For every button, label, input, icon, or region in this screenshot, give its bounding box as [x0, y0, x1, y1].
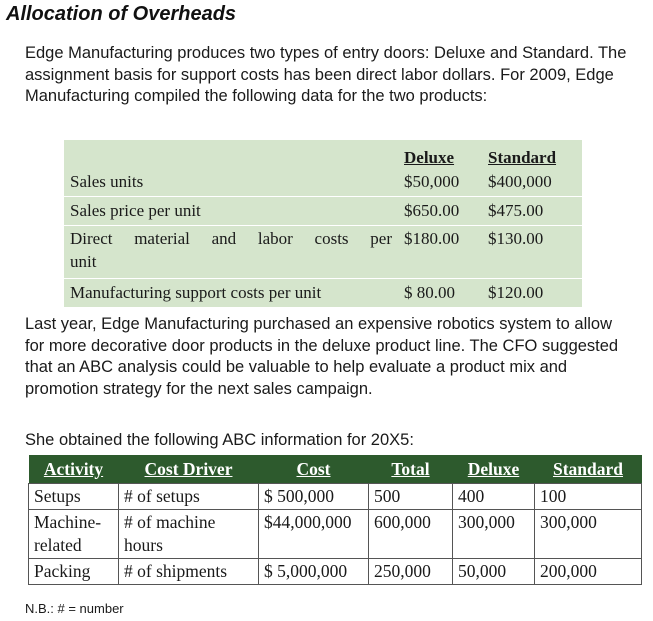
intro-paragraph: Edge Manufacturing produces two types of… [25, 44, 627, 105]
product-data-table: Deluxe Standard Sales units $50,000 $400… [64, 140, 582, 307]
row-label: Direct material and labor costs per [70, 229, 392, 248]
cost-cell: $ 5,000,000 [258, 558, 369, 585]
cost-cell: $44,000,000 [258, 509, 369, 559]
table-row: Machine- related # of machine hours $44,… [28, 509, 642, 559]
header-cost: Cost [258, 455, 369, 484]
driver-cell: # of machine hours [118, 509, 259, 559]
activity-cell: Setups [28, 483, 119, 510]
header-deluxe: Deluxe [404, 148, 455, 167]
activity-cell: Machine- related [28, 509, 119, 559]
table-row: Setups # of setups $ 500,000 500 400 100 [28, 483, 642, 510]
deluxe-value: $650.00 [398, 196, 483, 226]
row-label: Sales price per unit [64, 196, 398, 226]
table-row: Sales price per unit $650.00 $475.00 [64, 196, 582, 226]
header-standard: Standard [534, 455, 642, 484]
header-activity: Activity [28, 455, 119, 484]
standard-value: $130.00 [482, 225, 582, 279]
total-cell: 500 [368, 483, 453, 510]
deluxe-value: $180.00 [398, 225, 483, 279]
standard-cell: 200,000 [534, 558, 642, 585]
standard-value: $400,000 [482, 168, 582, 197]
table-row: Direct material and labor costs per unit… [64, 225, 582, 279]
cost-cell: $ 500,000 [258, 483, 369, 510]
header-standard: Standard [488, 148, 557, 167]
deluxe-cell: 400 [452, 483, 535, 510]
header-total: Total [368, 455, 453, 484]
row-label: Sales units [64, 168, 398, 197]
body-paragraph: She obtained the following ABC informati… [25, 431, 414, 449]
table-row: Manufacturing support costs per unit $ 8… [64, 278, 582, 307]
deluxe-value: $50,000 [398, 168, 483, 197]
standard-cell: 100 [534, 483, 642, 510]
deluxe-cell: 300,000 [452, 509, 535, 559]
row-label-cont: unit [70, 252, 97, 271]
header-deluxe: Deluxe [452, 455, 535, 484]
footnote: N.B.: # = number [25, 601, 124, 616]
deluxe-cell: 50,000 [452, 558, 535, 585]
deluxe-value: $ 80.00 [398, 278, 483, 307]
total-cell: 600,000 [368, 509, 453, 559]
activity-cell: Packing [28, 558, 119, 585]
standard-value: $120.00 [482, 278, 582, 307]
table-row: Packing # of shipments $ 5,000,000 250,0… [28, 558, 642, 585]
standard-value: $475.00 [482, 196, 582, 226]
table-header-row: Activity Cost Driver Cost Total Deluxe S… [28, 455, 642, 484]
driver-cell: # of setups [118, 483, 259, 510]
body-paragraph: Last year, Edge Manufacturing purchased … [25, 315, 619, 398]
standard-cell: 300,000 [534, 509, 642, 559]
header-cost-driver: Cost Driver [118, 455, 259, 484]
table-row: Sales units $50,000 $400,000 [64, 168, 582, 197]
page-title: Allocation of Overheads [6, 3, 237, 25]
driver-cell: # of shipments [118, 558, 259, 585]
row-label: Manufacturing support costs per unit [64, 278, 398, 307]
abc-table: Activity Cost Driver Cost Total Deluxe S… [28, 455, 642, 585]
total-cell: 250,000 [368, 558, 453, 585]
